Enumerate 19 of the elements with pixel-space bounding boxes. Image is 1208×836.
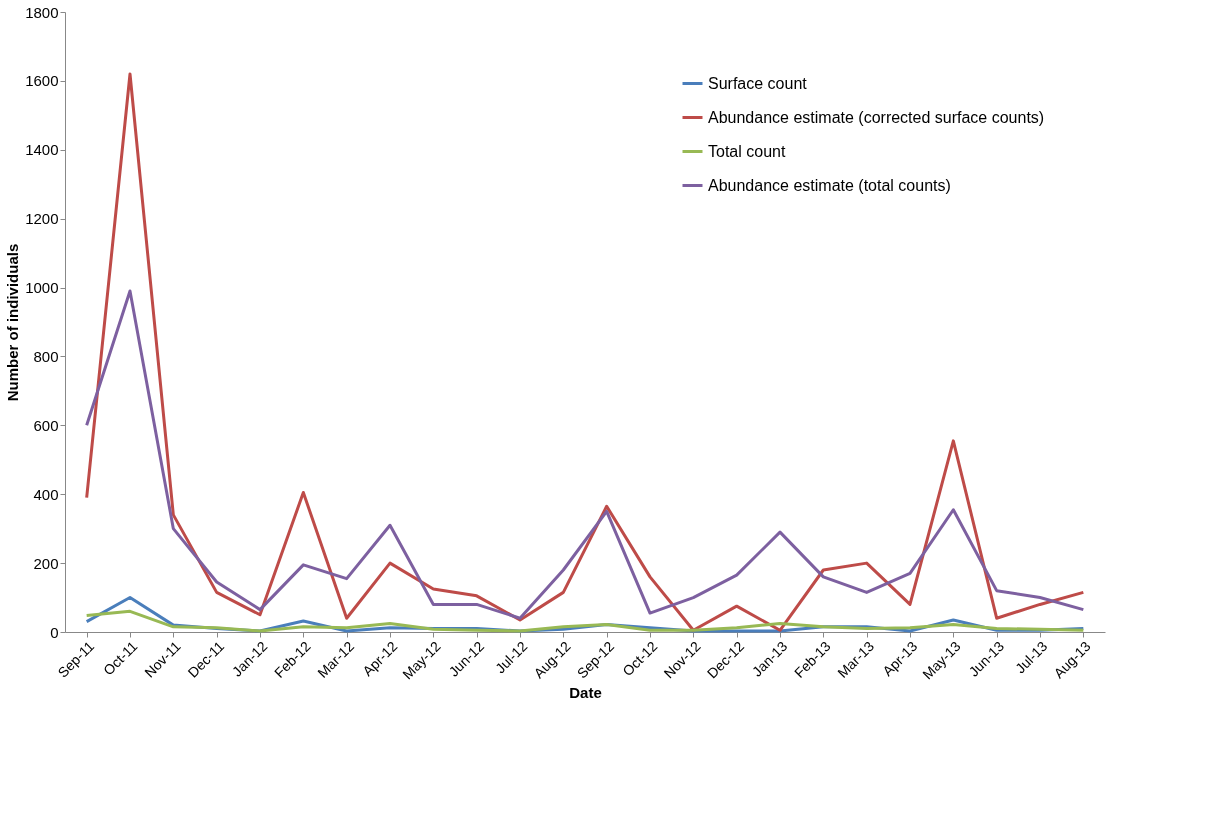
y-tick-label: 1800 bbox=[25, 3, 59, 21]
y-tick-label: 0 bbox=[50, 623, 59, 641]
x-axis-title: Date bbox=[569, 684, 602, 702]
y-tick-label: 1600 bbox=[25, 72, 59, 90]
y-tick-label: 1200 bbox=[25, 210, 59, 228]
line-series bbox=[85, 609, 1085, 633]
legend-label: Abundance estimate (corrected surface counts) bbox=[708, 108, 1045, 126]
legend-label: Abundance estimate (total counts) bbox=[708, 176, 951, 194]
legend-label: Surface count bbox=[708, 74, 808, 92]
y-tick-label: 400 bbox=[33, 485, 59, 503]
y-tick-label: 800 bbox=[33, 347, 59, 365]
legend-label: Total count bbox=[708, 142, 786, 160]
y-tick-label: 1400 bbox=[25, 141, 59, 159]
y-tick-label: 200 bbox=[33, 554, 59, 572]
y-axis-title: Number of individuals bbox=[4, 243, 22, 402]
line-series bbox=[85, 72, 1085, 632]
y-tick-label: 600 bbox=[33, 416, 59, 434]
line-series bbox=[85, 289, 1085, 620]
y-tick-label: 1000 bbox=[25, 279, 59, 297]
